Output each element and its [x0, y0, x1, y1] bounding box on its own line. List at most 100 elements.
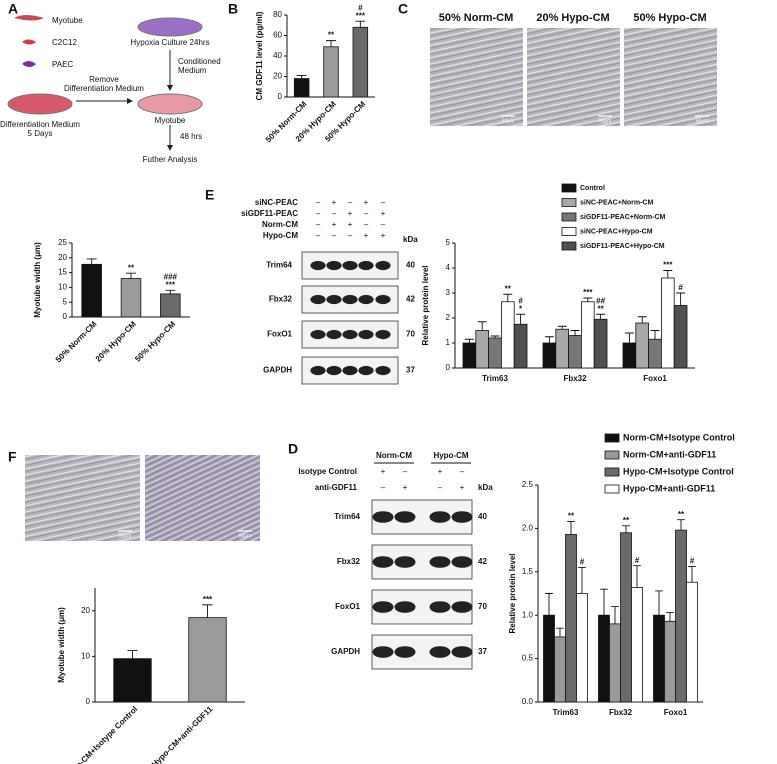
condition-sign: –	[364, 220, 369, 229]
bar	[513, 323, 528, 369]
significance-label: #	[635, 556, 640, 565]
band	[342, 329, 358, 340]
bar	[160, 293, 181, 318]
significance-label: ***	[583, 288, 593, 297]
error-bar	[611, 606, 619, 624]
y-tick-label: 2.0	[522, 524, 534, 533]
band	[358, 260, 374, 271]
x-tick-label: 50% Hypo-CM+Isotype Control	[51, 705, 140, 764]
unit-label: kDa	[403, 235, 418, 244]
legend-label: Myotube	[52, 16, 83, 25]
y-tick-label: 0	[446, 363, 451, 372]
bar	[581, 301, 595, 369]
schematic	[7, 15, 203, 151]
band	[358, 365, 374, 376]
blot-label: Trim64	[334, 512, 360, 521]
significance-label: **	[328, 31, 335, 40]
bar	[554, 636, 566, 703]
x-tick-label: 50% Hypo-CM+anti-GDF11	[137, 704, 215, 764]
c2c12-icon	[22, 39, 36, 45]
scale-label: 50μm	[696, 118, 709, 124]
y-tick-label: 1	[446, 338, 451, 347]
y-axis-label: CM GDF11 level (pg/ml)	[255, 11, 264, 100]
error-bar	[202, 604, 213, 618]
condition-sign: –	[332, 231, 337, 240]
y-tick-label: 1.0	[522, 610, 534, 619]
band	[310, 329, 326, 340]
y-tick-label: 5	[446, 238, 451, 247]
bar	[323, 46, 339, 98]
error-bar	[126, 272, 136, 279]
bar	[352, 26, 369, 98]
y-tick-label: 0.0	[522, 697, 534, 706]
band	[451, 511, 473, 523]
significance-label: **	[678, 510, 685, 519]
legend-label: PAEC	[52, 60, 73, 69]
y-tick-label: 5	[63, 297, 68, 306]
bar	[462, 342, 477, 369]
error-bar	[127, 650, 138, 659]
scale-label: 50μm	[599, 118, 612, 124]
bar	[598, 614, 610, 703]
step-label: Remove	[89, 75, 119, 84]
y-tick-label: 0	[63, 312, 68, 321]
significance-label: **	[623, 516, 630, 525]
x-tick-label: Foxo1	[664, 708, 688, 717]
error-bar	[516, 313, 526, 325]
condition-sign: +	[348, 220, 353, 229]
bar	[293, 78, 310, 98]
significance-label: #	[518, 296, 523, 305]
error-bar	[578, 567, 586, 594]
band	[342, 365, 358, 376]
error-bar	[490, 335, 500, 338]
dish	[137, 17, 203, 37]
group-label: Norm-CM	[376, 451, 412, 460]
blot-label: FoxO1	[335, 602, 360, 611]
condition-sign: +	[381, 209, 386, 218]
band	[451, 646, 473, 658]
bar	[620, 532, 632, 703]
step-label: 48 hrs	[180, 132, 202, 141]
bar	[475, 330, 489, 369]
bar	[635, 322, 649, 369]
error-bar	[355, 20, 366, 28]
y-tick-label: 2	[446, 313, 451, 322]
kda-label: 40	[478, 512, 487, 521]
step-label: 5 Days	[28, 129, 53, 138]
condition-sign: –	[460, 467, 465, 476]
condition-label: Isotype Control	[298, 467, 357, 476]
step-label: Myotube	[155, 116, 186, 125]
band	[394, 511, 416, 523]
bar	[500, 301, 515, 369]
condition-sign: –	[381, 483, 386, 492]
y-tick-label: 0.5	[522, 654, 534, 663]
step-label: Conditioned	[178, 57, 221, 66]
paec-icon	[22, 61, 36, 67]
dish	[137, 93, 203, 115]
error-bar	[677, 519, 685, 531]
image-label: 50% Hypo-CM	[633, 12, 706, 24]
bar	[576, 593, 588, 703]
band	[358, 294, 374, 305]
error-bar	[600, 588, 608, 616]
x-tick-label: Fbx32	[609, 708, 633, 717]
error-bar	[688, 566, 696, 583]
bar	[686, 581, 698, 703]
y-axis-label: Relative protein level	[508, 553, 517, 633]
condition-sign: –	[332, 209, 337, 218]
error-bar	[557, 325, 567, 330]
significance-label: **	[505, 284, 512, 293]
band	[358, 329, 374, 340]
y-tick-label: 0	[86, 697, 91, 706]
kda-label: 70	[478, 602, 487, 611]
error-bar	[622, 525, 630, 533]
error-bar	[596, 313, 606, 320]
bar	[555, 328, 569, 369]
x-tick-label: Trim63	[553, 708, 579, 717]
y-tick-label: 80	[273, 10, 282, 19]
bar	[631, 587, 643, 703]
band	[394, 601, 416, 613]
condition-sign: –	[438, 483, 443, 492]
bar	[113, 658, 152, 703]
y-tick-label: 3	[446, 288, 451, 297]
